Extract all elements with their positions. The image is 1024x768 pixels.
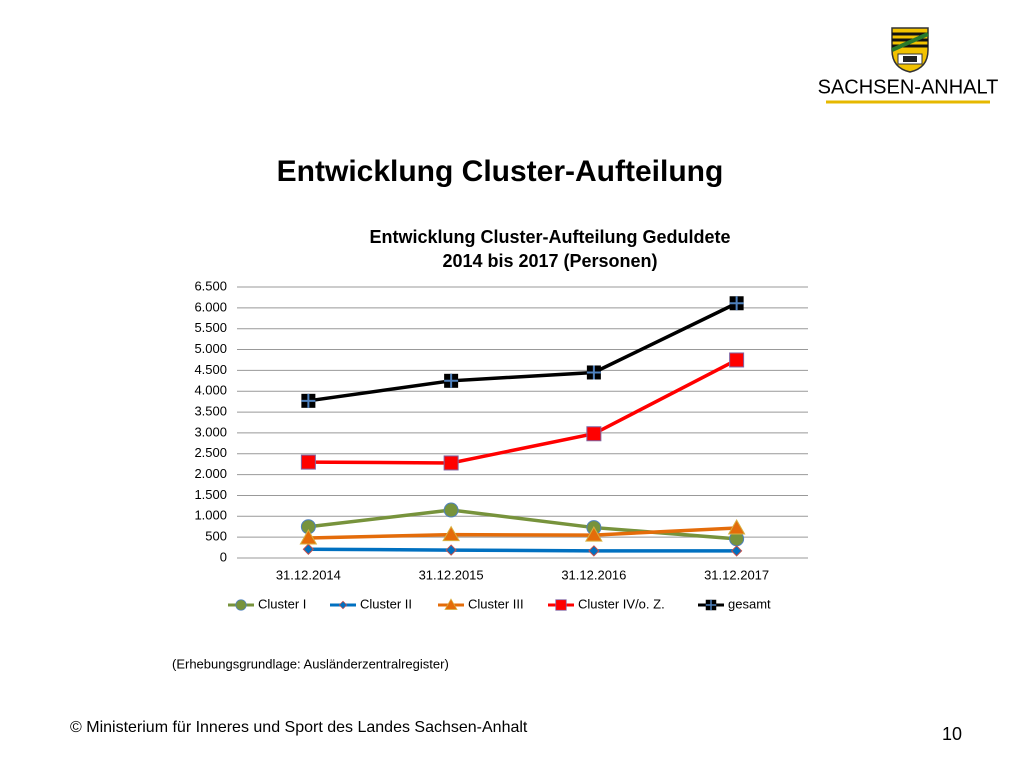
legend-label: Cluster III: [468, 596, 524, 611]
marker: [586, 426, 602, 442]
y-tick-label: 3.500: [194, 404, 227, 419]
marker: [445, 544, 457, 556]
marker-cross: [586, 365, 601, 380]
y-tick-label: 5.000: [194, 341, 227, 356]
y-tick-label: 1.000: [194, 508, 227, 523]
marker: [301, 393, 316, 408]
marker-cross: [444, 373, 459, 388]
marker: [443, 455, 459, 471]
source-note: (Erhebungsgrundlage: Ausländerzentralreg…: [172, 656, 449, 671]
marker: [443, 502, 459, 518]
marker-cross: [301, 393, 316, 408]
heading: Entwicklung Cluster-Aufteilung: [277, 155, 724, 188]
marker-cross: [729, 296, 744, 311]
y-tick-label: 2.000: [194, 466, 227, 481]
x-tick-label: 31.12.2016: [561, 567, 626, 582]
legend-label: Cluster I: [258, 596, 306, 611]
y-tick-label: 4.500: [194, 362, 227, 377]
y-tick-label: 0: [220, 549, 227, 564]
footer: © Ministerium für Inneres und Sport des …: [70, 719, 528, 736]
marker: [585, 526, 603, 542]
marker-cross: [705, 599, 717, 611]
logo: [891, 27, 929, 73]
chart-subtitle: 2014 bis 2017 (Personen): [442, 251, 657, 271]
series-line: [308, 547, 737, 553]
marker: [300, 454, 316, 470]
series-line: [308, 526, 737, 540]
marker: [442, 525, 460, 542]
y-tick-label: 5.500: [194, 320, 227, 335]
x-tick-label: 31.12.2015: [419, 567, 484, 582]
marker: [299, 528, 318, 545]
page-number: 10: [942, 724, 962, 744]
x-tick-label: 31.12.2014: [276, 567, 341, 582]
y-tick-label: 4.000: [194, 383, 227, 398]
coat-bear: [903, 56, 917, 62]
marker: [586, 365, 601, 380]
series-line: [308, 301, 738, 403]
legend-label: Cluster IV/o. Z.: [578, 596, 665, 611]
y-tick-label: 500: [205, 529, 227, 544]
legend-marker: [235, 599, 247, 611]
legend-marker: [705, 599, 717, 611]
legend-marker: [338, 600, 348, 610]
logo-text: SACHSEN-ANHALT: [818, 76, 999, 98]
y-tick-label: 6.500: [194, 278, 227, 293]
y-tick-label: 3.000: [194, 424, 227, 439]
legend-marker: [555, 599, 567, 611]
y-tick-label: 6.000: [194, 299, 227, 314]
y-tick-label: 2.500: [194, 445, 227, 460]
legend-marker: [444, 598, 458, 610]
marker: [729, 296, 744, 311]
marker: [444, 373, 459, 388]
legend-label: gesamt: [728, 596, 771, 611]
coat-crown: [891, 32, 929, 52]
marker: [730, 545, 743, 557]
marker: [729, 352, 745, 368]
y-tick-label: 1.500: [194, 487, 227, 502]
chart-title: Entwicklung Cluster-Aufteilung Geduldete: [369, 227, 730, 247]
legend-label: Cluster II: [360, 596, 412, 611]
marker: [727, 518, 746, 535]
marker: [302, 543, 315, 555]
x-tick-label: 31.12.2017: [704, 567, 769, 582]
series-line: [308, 358, 738, 465]
marker: [588, 545, 600, 557]
